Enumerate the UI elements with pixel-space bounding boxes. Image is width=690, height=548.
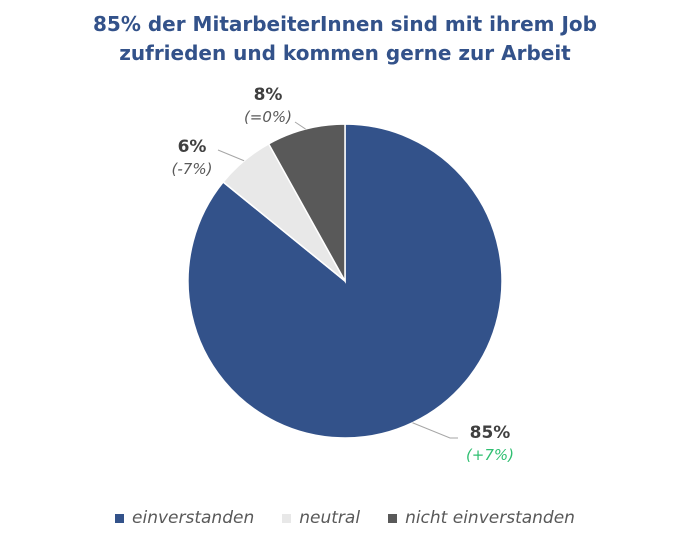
pie-chart: 85% (+7%) 6% (-7%) 8% (=0%) [172,85,515,464]
leader-line-einverstanden [412,422,458,439]
legend-swatch-nicht-einverstanden [388,513,398,523]
chart-title-line-1: 85% der MitarbeiterInnen sind mit ihrem … [93,12,597,36]
legend-item-einverstanden: einverstanden [115,508,254,528]
legend-swatch-einverstanden [115,513,125,523]
chart-title-line-2: zufrieden und kommen gerne zur Arbeit [119,41,571,65]
pie-slice-nicht-einverstanden [267,123,346,284]
legend-label-nicht-einverstanden: nicht einverstanden [405,508,575,528]
data-label-nicht-einverstanden: 8% [254,85,283,105]
legend-swatch-neutral [282,513,292,523]
legend-item-nicht-einverstanden: nicht einverstanden [388,508,575,528]
change-label-einverstanden: (+7%) [466,446,514,464]
pie-slices [187,123,503,439]
legend: einverstanden neutral nicht einverstande… [0,508,690,528]
legend-label-neutral: neutral [299,508,361,528]
change-label-neutral: (-7%) [172,160,213,178]
data-label-einverstanden: 85% [470,423,511,443]
legend-label-einverstanden: einverstanden [132,508,255,528]
leader-lines [217,121,458,439]
legend-item-neutral: neutral [282,508,360,528]
leader-line-neutral [217,149,245,162]
chart-title: 85% der MitarbeiterInnen sind mit ihrem … [0,10,690,68]
leader-line-nicht-einverstanden [294,121,306,130]
data-label-neutral: 6% [178,137,207,157]
data-labels: 85% (+7%) 6% (-7%) 8% (=0%) [172,85,515,464]
change-label-nicht-einverstanden: (=0%) [244,108,292,126]
